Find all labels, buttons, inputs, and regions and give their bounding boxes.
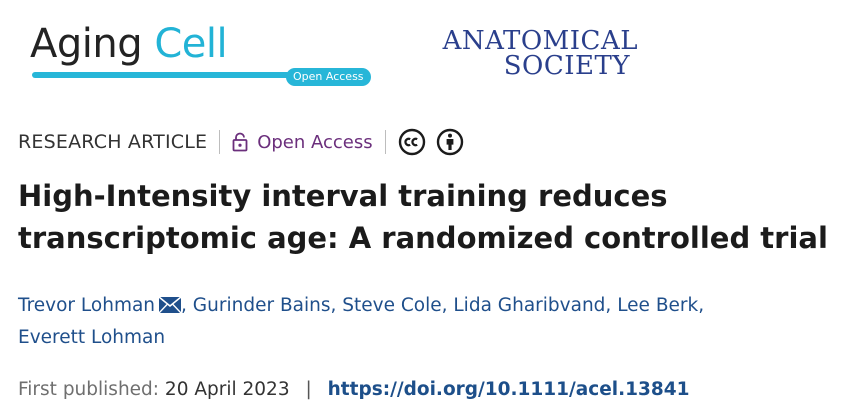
author-link[interactable]: Trevor Lohman xyxy=(18,295,156,316)
logo-underline-bar xyxy=(32,72,290,78)
author-link[interactable]: Steve Cole xyxy=(342,295,442,316)
lock-icon xyxy=(232,132,248,152)
author-link[interactable]: Lida Gharibvand xyxy=(453,295,606,316)
journal-header: Aging Cell Open Access ANATOMICAL SOCIET… xyxy=(0,0,855,100)
article-type-label: RESEARCH ARTICLE xyxy=(18,131,208,153)
author-separator: , xyxy=(698,295,705,316)
open-access-badge: Open Access xyxy=(286,68,371,86)
open-access-label: Open Access xyxy=(257,131,373,153)
author-link[interactable]: Lee Berk xyxy=(617,295,699,316)
publication-date: 20 April 2023 xyxy=(164,379,290,400)
doi-link[interactable]: https://doi.org/10.1111/acel.13841 xyxy=(327,379,690,400)
cell-word: Cell xyxy=(154,21,228,67)
publication-separator: | xyxy=(305,379,312,400)
author-separator: , xyxy=(330,295,343,316)
society-name-line1: ANATOMICAL xyxy=(442,26,638,56)
aging-cell-logo[interactable]: Aging Cell Open Access xyxy=(28,18,393,93)
author-separator: , xyxy=(605,295,618,316)
author-list: Trevor Lohman , Gurinder Bains, Steve Co… xyxy=(18,290,818,354)
author-separator: , xyxy=(181,295,193,316)
meta-divider xyxy=(384,130,386,154)
author-link[interactable]: Gurinder Bains xyxy=(192,295,331,316)
aging-word: Aging xyxy=(30,21,143,67)
article-meta-row: RESEARCH ARTICLE Open Access xyxy=(18,126,464,158)
society-name-line2: SOCIETY xyxy=(503,51,630,81)
author-separator: , xyxy=(441,295,454,316)
aging-cell-wordmark: Aging Cell xyxy=(30,18,228,70)
publication-info: First published: 20 April 2023 | https:/… xyxy=(18,375,690,405)
author-link[interactable]: Everett Lohman xyxy=(18,327,166,348)
first-published-label: First published: xyxy=(18,379,160,400)
attribution-icon[interactable] xyxy=(436,128,464,156)
creative-commons-icon[interactable] xyxy=(398,128,426,156)
anatomical-society-logo[interactable]: ANATOMICAL SOCIETY xyxy=(408,26,638,81)
article-title: High-Intensity interval training reduces… xyxy=(18,179,828,255)
envelope-icon[interactable] xyxy=(159,297,182,313)
meta-divider xyxy=(219,130,221,154)
